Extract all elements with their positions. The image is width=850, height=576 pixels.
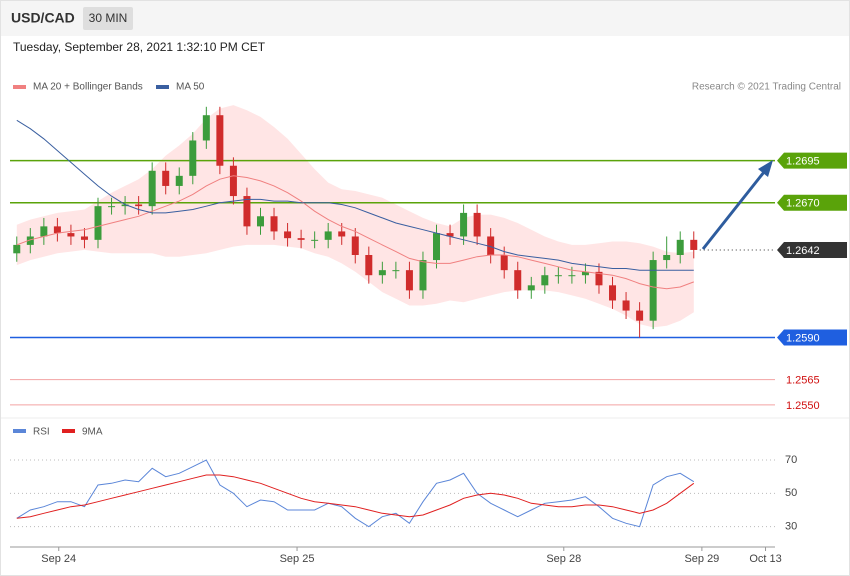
timestamp: Tuesday, September 28, 2021 1:32:10 PM C… (13, 40, 266, 54)
candle-body (338, 231, 346, 237)
legend-swatch (156, 85, 169, 89)
legend-label: 9MA (82, 427, 103, 438)
candle-body (121, 204, 129, 207)
level-label: 1.2670 (786, 198, 820, 210)
candle-body (568, 275, 576, 277)
header-bar (1, 1, 849, 36)
candle-body (351, 236, 359, 255)
candle-body (270, 216, 278, 232)
candle-body (365, 255, 373, 276)
level-box (777, 152, 847, 169)
level-label: 1.2695 (786, 156, 820, 168)
candle-body (243, 196, 251, 227)
candle-body (216, 115, 224, 166)
candle-body (473, 212, 481, 237)
y-tick-label: 30 (785, 521, 797, 533)
candle-body (13, 244, 21, 254)
forecast-arrow-head (758, 160, 773, 177)
candle-body (514, 270, 522, 291)
x-tick-label: Sep 28 (546, 553, 581, 565)
candle-body (297, 238, 305, 240)
level-box (777, 194, 847, 211)
y-tick-label: 70 (785, 454, 797, 466)
candle-body (202, 115, 210, 141)
legend-label: MA 50 (176, 82, 205, 93)
candle-body (649, 260, 657, 321)
level-label: 1.2642 (786, 245, 820, 257)
candle-body (609, 285, 617, 301)
series-line (16, 175, 694, 290)
timeframe-button[interactable] (83, 7, 133, 30)
x-tick-label: Sep 29 (684, 553, 719, 565)
candle-body (94, 206, 102, 240)
candle-body (419, 260, 427, 291)
level-label: 1.2550 (786, 400, 820, 412)
candle-body (690, 239, 698, 250)
timeframe[interactable]: 30 MIN (89, 11, 128, 25)
candle-body (40, 226, 48, 237)
series-line (16, 459, 695, 528)
candle-body (148, 170, 156, 207)
x-tick-label: Oct 13 (749, 553, 781, 565)
candle-body (392, 270, 400, 272)
candle-body (636, 310, 644, 321)
level-box (777, 241, 847, 258)
candle-body (446, 233, 454, 237)
candle-body (284, 231, 292, 239)
candle-body (500, 255, 508, 271)
y-tick-label: 50 (785, 487, 797, 499)
candle-body (67, 233, 75, 237)
candle-body (527, 285, 535, 291)
candle-body (229, 165, 237, 197)
x-tick-label: Sep 24 (41, 553, 76, 565)
candle-body (460, 212, 468, 237)
candle-body (135, 204, 143, 207)
level-label: 1.2590 (786, 332, 820, 344)
legend-swatch (13, 85, 26, 89)
candle-body (80, 236, 88, 240)
candle-body (663, 255, 671, 261)
candle-body (595, 271, 603, 286)
legend-swatch (62, 429, 75, 433)
candle-body (676, 239, 684, 255)
level-label: 1.2565 (786, 375, 820, 387)
candle-body (378, 270, 386, 276)
candle-body (189, 140, 197, 176)
candle-body (26, 236, 34, 245)
candle-body (256, 216, 264, 227)
legend-swatch (13, 429, 26, 433)
credit: Research © 2021 Trading Central (692, 82, 841, 93)
candle-body (554, 275, 562, 277)
candle-body (541, 275, 549, 286)
candle-body (162, 170, 170, 186)
candle-body (433, 233, 441, 261)
series-line (16, 119, 694, 271)
symbol: USD/CAD (11, 10, 75, 26)
legend-label: RSI (33, 427, 50, 438)
candle-body (405, 270, 413, 291)
series-line (16, 474, 695, 519)
candle-body (622, 300, 630, 311)
forecast-arrow (701, 171, 766, 250)
candle-body (175, 175, 183, 186)
level-box (777, 329, 847, 346)
legend-label: MA 20 + Bollinger Bands (33, 82, 143, 93)
candle-body (581, 271, 589, 276)
candle-body (108, 206, 116, 208)
candle-body (53, 226, 61, 234)
candle-body (311, 239, 319, 241)
x-tick-label: Sep 25 (280, 553, 315, 565)
candle-body (324, 231, 332, 240)
candle-body (487, 236, 495, 255)
